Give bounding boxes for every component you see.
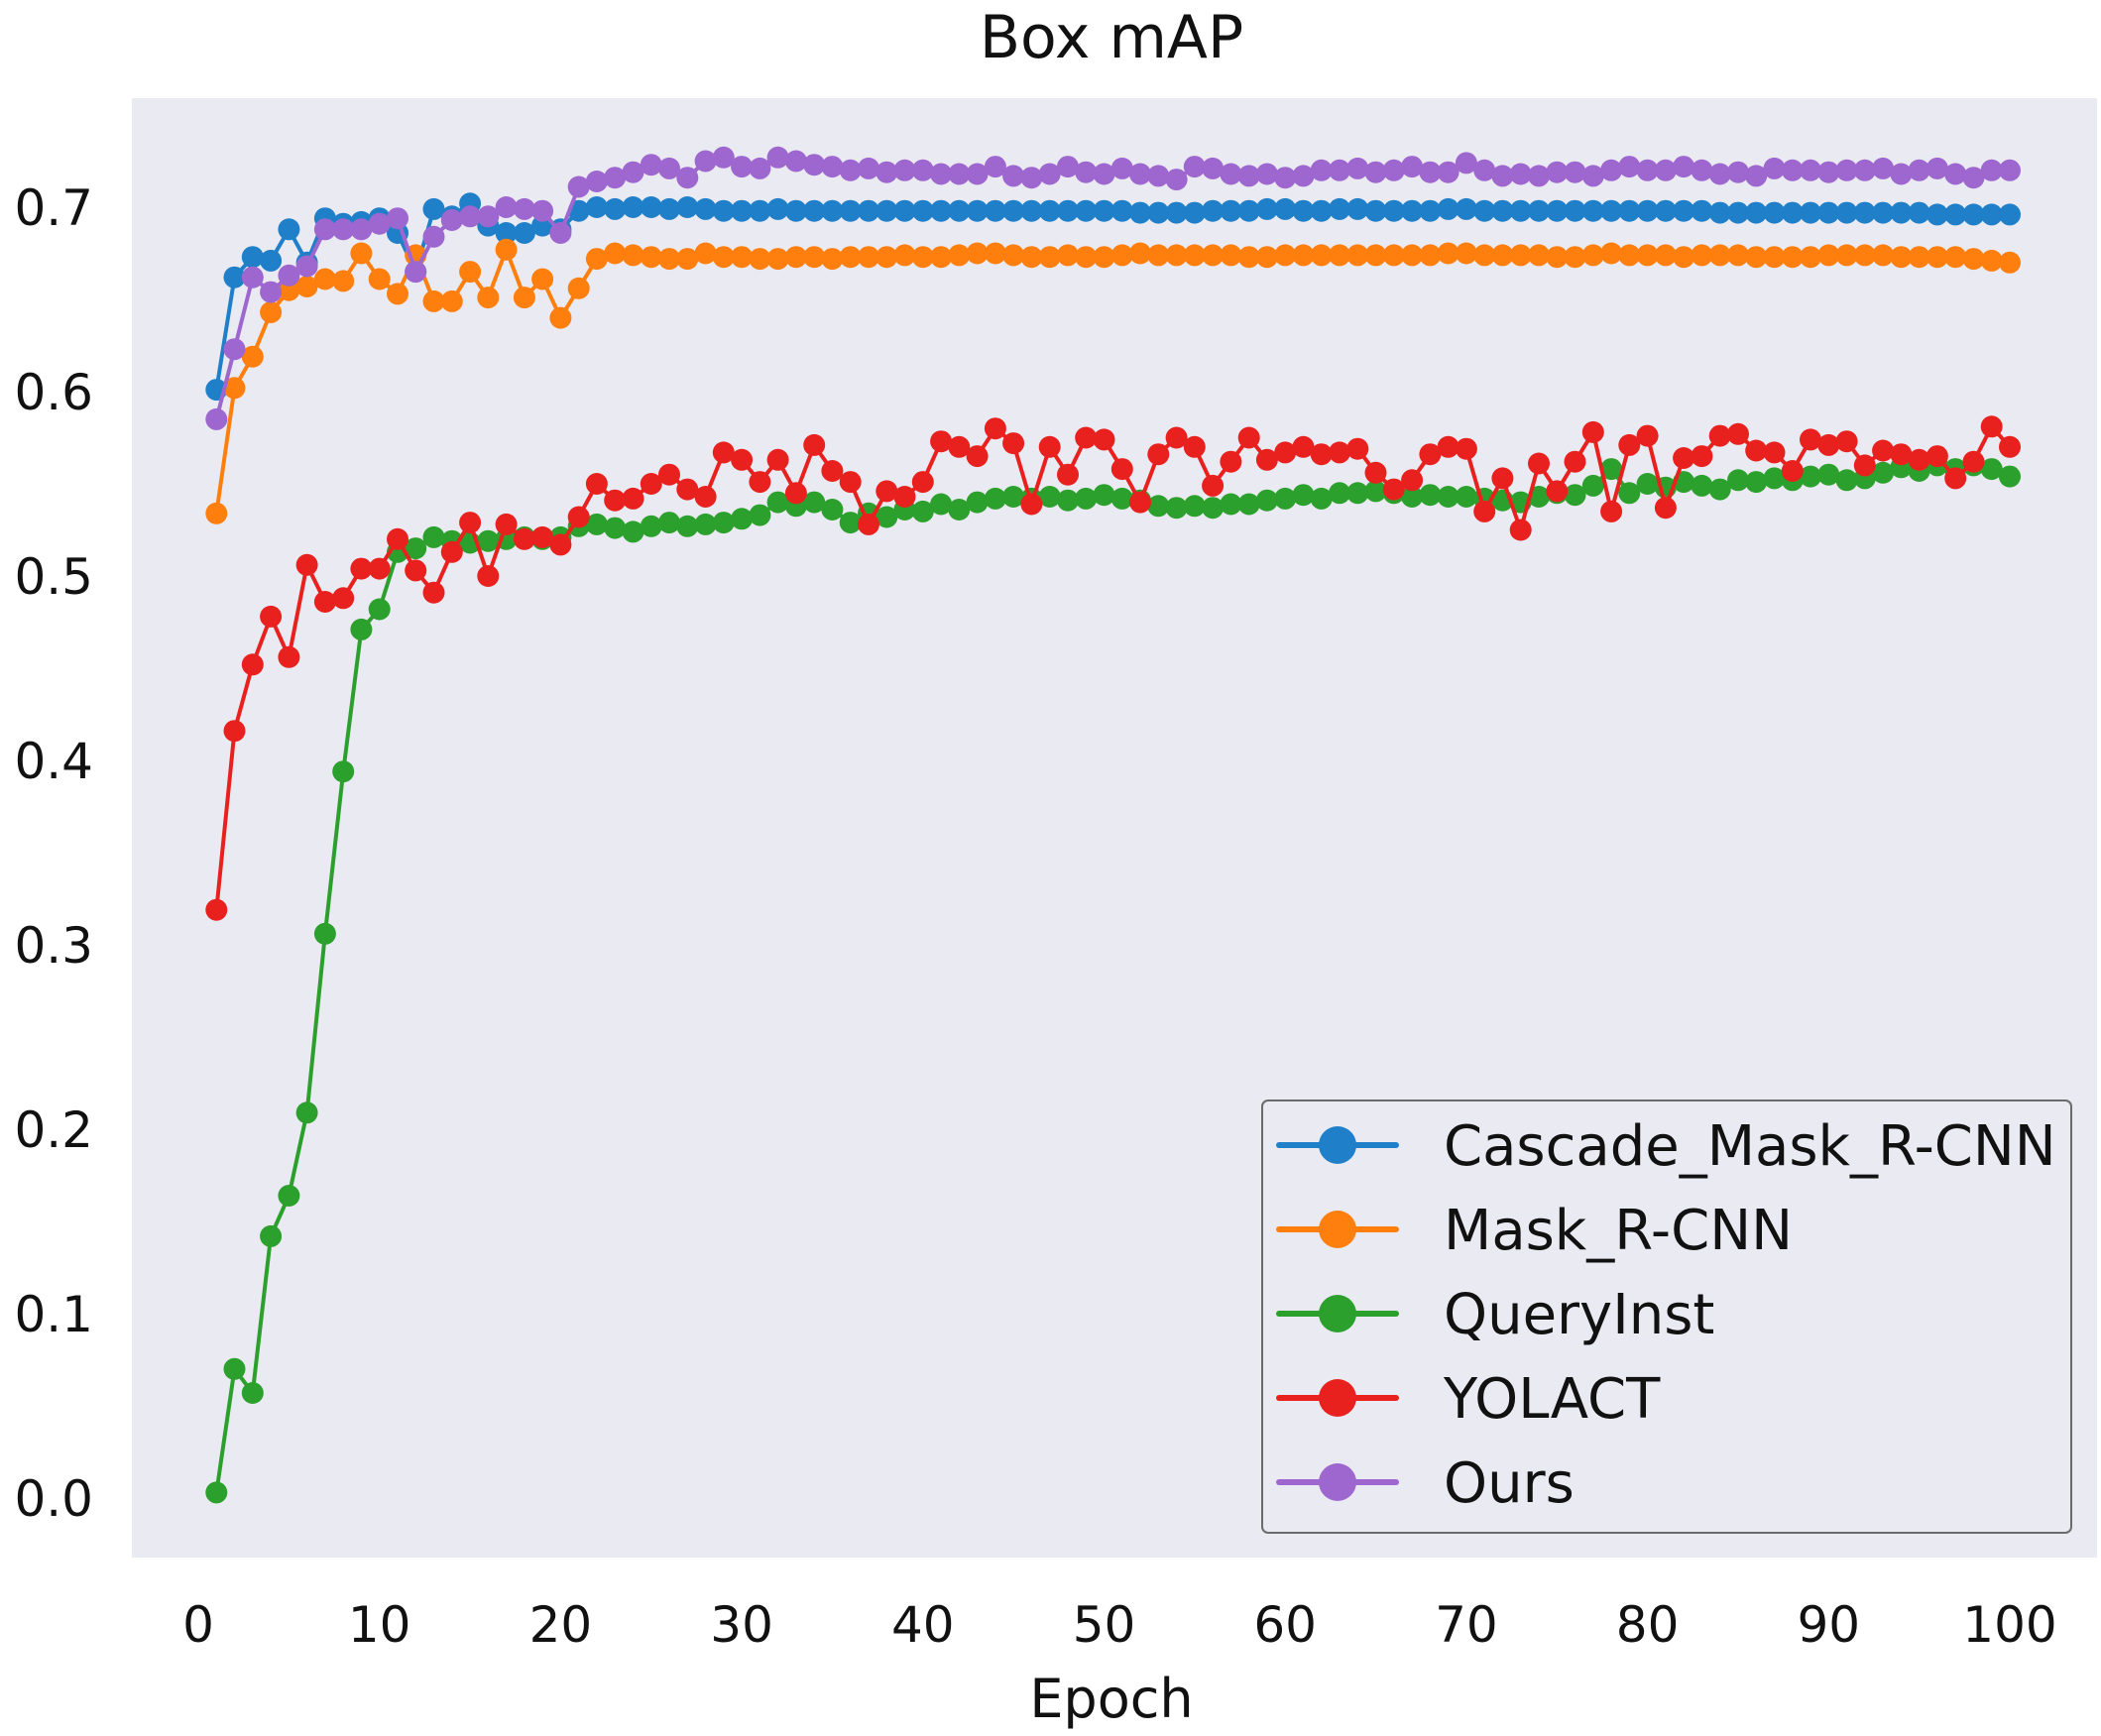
x-tick-label: 40: [891, 1596, 955, 1654]
series-layer: [205, 146, 2021, 1504]
y-tick-label: 0.7: [14, 179, 93, 237]
y-tick-label: 0.1: [14, 1286, 93, 1343]
y-tick-label: 0.4: [14, 733, 93, 790]
x-tick-label: 70: [1435, 1596, 1498, 1654]
legend-item: YOLACT: [1276, 1367, 1661, 1432]
series-yolact: [205, 415, 2021, 921]
legend-label: Ours: [1444, 1451, 1575, 1516]
legend-label: Mask_R-CNN: [1444, 1199, 1793, 1263]
y-tick-label: 0.3: [14, 917, 93, 975]
x-tick-label: 80: [1616, 1596, 1680, 1654]
series-ours: [205, 146, 2021, 430]
legend-item: Ours: [1276, 1451, 1575, 1516]
legend-item: Mask_R-CNN: [1276, 1199, 1793, 1263]
x-tick-label: 100: [1962, 1596, 2056, 1654]
legend-item: QueryInst: [1276, 1283, 1714, 1347]
x-tick-label: 10: [348, 1596, 411, 1654]
y-axis-ticks: 0.0 0.1 0.2 0.3 0.4 0.5 0.6 0.7: [14, 179, 93, 1528]
legend-label: YOLACT: [1443, 1367, 1661, 1432]
y-tick-label: 0.2: [14, 1101, 93, 1159]
x-axis-ticks: 0 10 20 30 40 50 60 70 80 90 100: [182, 1596, 2057, 1654]
y-tick-label: 0.5: [14, 548, 93, 606]
legend: Cascade_Mask_R-CNN Mask_R-CNN QueryInst YOL…: [1261, 1099, 2072, 1534]
legend-label: QueryInst: [1444, 1283, 1714, 1347]
y-tick-label: 0.0: [14, 1470, 93, 1528]
x-tick-label: 30: [710, 1596, 773, 1654]
x-tick-label: 50: [1073, 1596, 1136, 1654]
series-mask-r-cnn: [205, 238, 2021, 524]
x-tick-label: 90: [1797, 1596, 1860, 1654]
x-tick-label: 20: [529, 1596, 593, 1654]
x-tick-label: 0: [182, 1596, 214, 1654]
y-tick-label: 0.6: [14, 364, 93, 421]
series-cascade-mask-r-cnn: [205, 192, 2021, 402]
x-tick-label: 60: [1253, 1596, 1317, 1654]
chart-title: Box mAP: [979, 3, 1244, 72]
legend-item: Cascade_Mask_R-CNN: [1276, 1114, 2056, 1179]
x-axis-label: Epoch: [1029, 1668, 1193, 1730]
legend-label: Cascade_Mask_R-CNN: [1444, 1114, 2056, 1179]
